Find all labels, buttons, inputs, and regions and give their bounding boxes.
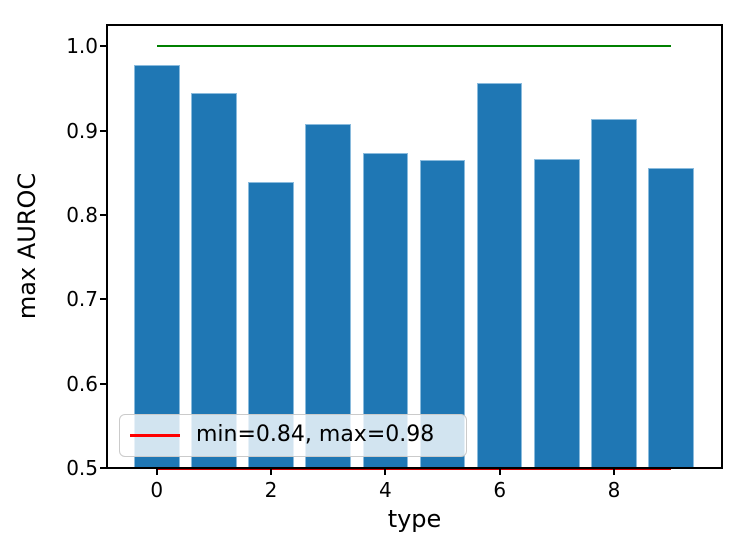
legend: min=0.84, max=0.98 <box>119 414 467 457</box>
x-tick-label: 4 <box>379 478 392 502</box>
bar-type-7 <box>534 159 580 469</box>
x-tick-label: 2 <box>264 478 278 502</box>
x-tick-label: 8 <box>607 478 621 502</box>
y-tick <box>100 129 107 132</box>
legend-line-swatch <box>130 434 180 437</box>
x-tick-label: 0 <box>150 478 164 502</box>
y-tick-label: 0.5 <box>66 456 98 480</box>
max-reference-line <box>156 44 672 48</box>
bar-type-8 <box>591 118 637 469</box>
x-tick <box>498 469 501 475</box>
bar-type-6 <box>476 83 523 469</box>
y-tick-label: 1.0 <box>66 34 98 59</box>
y-tick <box>100 382 107 385</box>
x-axis-label: type <box>387 505 442 533</box>
legend-label: min=0.84, max=0.98 <box>196 422 435 447</box>
y-tick <box>100 298 107 301</box>
bar-type-3 <box>305 123 351 469</box>
y-tick-label: 0.6 <box>66 371 98 396</box>
y-tick-label: 0.9 <box>66 118 98 143</box>
y-tick-label: 0.8 <box>66 202 98 227</box>
x-tick <box>384 469 387 475</box>
bar-type-0 <box>133 64 180 469</box>
y-tick <box>100 467 107 469</box>
x-tick-label: 6 <box>493 478 507 502</box>
y-tick-label: 0.7 <box>66 287 98 312</box>
y-tick <box>100 45 107 48</box>
bar-type-1 <box>191 92 237 469</box>
x-tick <box>270 469 272 475</box>
bar-type-9 <box>648 167 694 469</box>
x-tick <box>155 469 158 475</box>
y-tick <box>100 213 107 216</box>
x-tick <box>613 469 615 475</box>
min-reference-line <box>156 467 672 471</box>
